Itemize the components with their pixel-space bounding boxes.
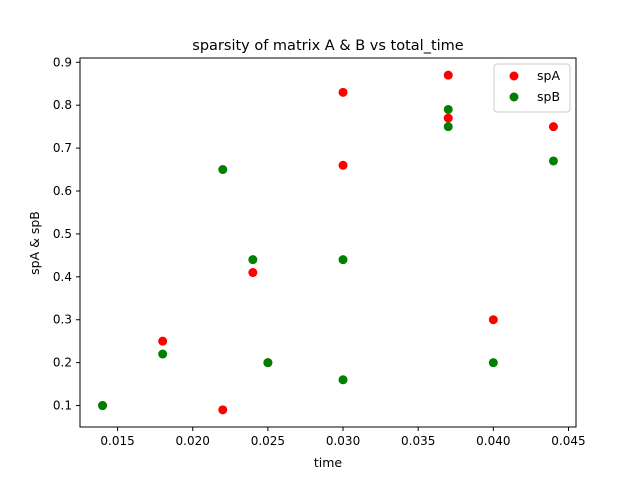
y-tick-label: 0.5 bbox=[53, 227, 72, 241]
y-tick-label: 0.4 bbox=[53, 270, 72, 284]
chart-title: sparsity of matrix A & B vs total_time bbox=[192, 38, 464, 54]
y-tick-label: 0.8 bbox=[53, 98, 72, 112]
y-axis-label: spA & spB bbox=[27, 211, 42, 275]
data-point-spA-3 bbox=[248, 268, 258, 278]
x-tick-label: 0.045 bbox=[551, 434, 585, 448]
data-point-spA-9 bbox=[488, 315, 498, 325]
data-point-spB-9 bbox=[488, 358, 498, 368]
x-tick-label: 0.025 bbox=[251, 434, 285, 448]
data-point-spA-1 bbox=[158, 336, 168, 346]
y-tick-label: 0.3 bbox=[53, 313, 72, 327]
data-point-spB-3 bbox=[248, 255, 258, 265]
legend-marker-spB bbox=[509, 92, 519, 102]
data-points bbox=[98, 70, 558, 415]
y-tick-label: 0.6 bbox=[53, 184, 72, 198]
data-point-spA-7 bbox=[443, 70, 453, 80]
y-tick-label: 0.9 bbox=[53, 55, 72, 69]
data-point-spA-6 bbox=[338, 160, 348, 170]
plot-area-frame bbox=[79, 57, 577, 428]
data-point-spB-0 bbox=[98, 401, 108, 411]
data-point-spA-10 bbox=[548, 122, 558, 132]
data-point-spB-8 bbox=[443, 122, 453, 132]
legend: spA spB bbox=[493, 63, 571, 113]
x-tick-label: 0.040 bbox=[476, 434, 510, 448]
x-tick-label: 0.015 bbox=[100, 434, 134, 448]
legend-label-spA: spA bbox=[537, 68, 560, 83]
x-axis-label: time bbox=[314, 455, 343, 470]
y-tick-label: 0.2 bbox=[53, 356, 72, 370]
y-tick-label: 0.7 bbox=[53, 141, 72, 155]
data-point-spB-2 bbox=[218, 165, 228, 175]
data-point-spB-4 bbox=[263, 358, 273, 368]
x-tick-label: 0.020 bbox=[176, 434, 210, 448]
data-point-spA-2 bbox=[218, 405, 228, 415]
data-point-spB-7 bbox=[443, 104, 453, 114]
x-axis-ticks: 0.015 0.020 0.025 0.030 0.035 0.040 0.045 bbox=[100, 427, 586, 448]
y-tick-label: 0.1 bbox=[53, 399, 72, 413]
data-point-spB-6 bbox=[338, 375, 348, 385]
data-point-spB-1 bbox=[158, 349, 168, 359]
x-tick-label: 0.035 bbox=[401, 434, 435, 448]
data-point-spA-8 bbox=[443, 113, 453, 123]
legend-label-spB: spB bbox=[537, 89, 560, 104]
data-point-spB-10 bbox=[548, 156, 558, 166]
x-tick-label: 0.030 bbox=[326, 434, 360, 448]
y-axis-ticks: 0.1 0.2 0.3 0.4 0.5 0.6 0.7 0.8 0.9 bbox=[53, 55, 80, 413]
data-point-spA-5 bbox=[338, 87, 348, 97]
legend-marker-spA bbox=[509, 71, 519, 81]
data-point-spB-5 bbox=[338, 255, 348, 265]
